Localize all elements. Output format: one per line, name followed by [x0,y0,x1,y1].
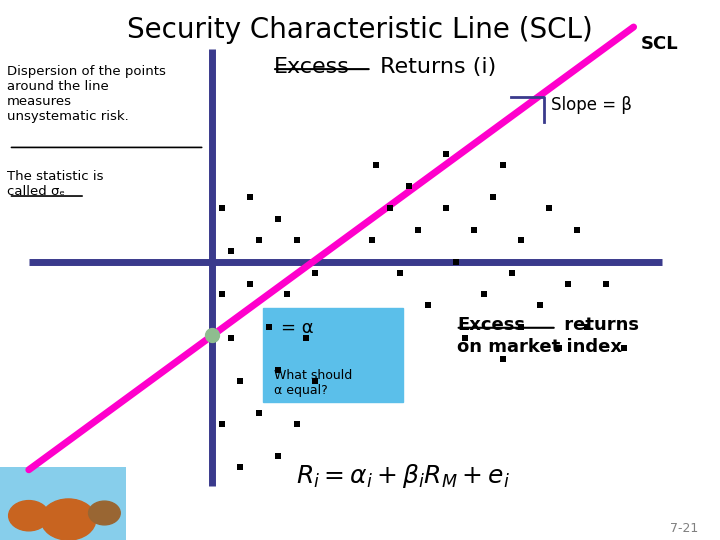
Text: Returns (i): Returns (i) [373,57,496,77]
Text: What should
α equal?: What should α equal? [274,369,352,397]
Bar [263,308,403,402]
Text: SCL: SCL [641,35,678,53]
Bar [0,467,126,540]
Text: Excess: Excess [457,316,525,334]
Text: on market index: on market index [457,338,622,355]
Text: returns: returns [558,316,639,334]
Text: Security Characteristic Line (SCL): Security Characteristic Line (SCL) [127,16,593,44]
Text: 7-21: 7-21 [670,522,698,535]
Circle shape [89,501,120,525]
Circle shape [9,501,49,531]
Text: Excess: Excess [274,57,349,77]
Text: = α: = α [281,319,313,336]
Text: Dispersion of the points
around the line
measures
unsystematic risk.: Dispersion of the points around the line… [7,65,166,123]
Text: The statistic is
called σₑ: The statistic is called σₑ [7,170,104,198]
Circle shape [41,499,96,540]
Text: $R_i = \alpha_i + \beta_i R_M + e_i$: $R_i = \alpha_i + \beta_i R_M + e_i$ [296,462,510,490]
Text: Slope = β: Slope = β [551,96,632,114]
